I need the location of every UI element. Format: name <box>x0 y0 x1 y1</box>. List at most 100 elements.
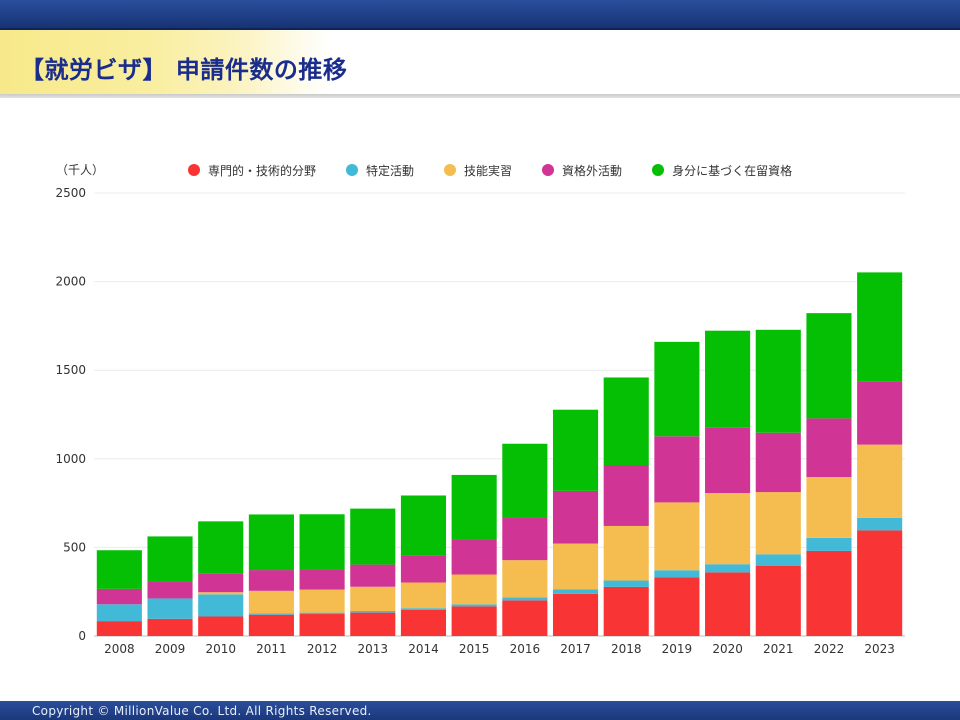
legend-swatch <box>444 164 457 176</box>
legend-item-shikakugai: 資格外活動 <box>542 162 622 179</box>
bar-segment <box>603 580 649 587</box>
bar-segment <box>705 427 751 493</box>
bar-segment <box>806 418 852 478</box>
y-tick-label: 2500 <box>55 186 86 200</box>
x-tick-label: 2021 <box>763 642 794 656</box>
bar-segment <box>552 593 599 636</box>
bar-segment <box>654 502 700 571</box>
bar-segment <box>705 572 751 636</box>
bar-segment <box>451 604 497 607</box>
x-tick-label: 2008 <box>104 642 135 656</box>
y-tick-label: 500 <box>63 540 86 554</box>
bar-segment <box>299 514 345 570</box>
bar-segment <box>705 330 751 428</box>
y-axis-unit-label: （千人） <box>56 163 105 177</box>
bar-segment <box>248 570 294 591</box>
x-tick-label: 2010 <box>205 642 236 656</box>
legend-label: 資格外活動 <box>562 163 623 178</box>
bar-segment <box>147 536 193 582</box>
title-brush-highlight <box>0 30 330 96</box>
stacked-bar-chart: 0 500 1000 1500 2000 2500 2008 2009 2010 2011 2012… <box>55 186 905 656</box>
bar-segment <box>198 592 244 595</box>
bar-segment <box>806 537 852 551</box>
x-tick-label: 2019 <box>662 642 693 656</box>
bar-segment <box>400 495 447 556</box>
bar-segment <box>96 604 142 622</box>
bar-segment <box>96 588 142 605</box>
bar-segment <box>857 530 903 636</box>
legend-label: 専門的・技術的分野 <box>208 163 317 178</box>
bar-segment <box>654 436 700 503</box>
bar-segment <box>705 492 751 565</box>
x-tick-label: 2020 <box>712 642 743 656</box>
legend-swatch <box>188 164 200 176</box>
bar-segment <box>806 313 852 419</box>
x-tick-label: 2018 <box>611 642 642 656</box>
bar-segment <box>755 566 801 636</box>
bar-segment <box>451 474 497 540</box>
bar-segment <box>755 554 801 567</box>
legend-item-ginou: 技能実習 <box>444 162 512 179</box>
bar-segment <box>451 574 497 605</box>
bar-segment <box>299 589 345 613</box>
bar-segment <box>400 609 447 636</box>
bar-segment <box>857 444 903 518</box>
bar-segment <box>350 612 396 636</box>
x-tick-label: 2012 <box>307 642 338 656</box>
bar-segment <box>654 577 700 636</box>
y-tick-label: 2000 <box>55 275 86 289</box>
bar-segment <box>350 508 396 565</box>
bar-segment <box>400 555 447 583</box>
bar-segment <box>552 490 599 544</box>
bar-segment <box>299 569 345 590</box>
x-tick-label: 2015 <box>459 642 490 656</box>
legend-item-tokutei: 特定活動 <box>346 162 414 179</box>
chart-legend: 専門的・技術的分野 特定活動 技能実習 資格外活動 身分に基づく在留資格 <box>188 161 822 179</box>
bar-segment <box>654 570 700 578</box>
bar-segment <box>806 477 852 538</box>
bar-segment <box>248 514 294 571</box>
bar-segment <box>198 616 244 636</box>
x-tick-label: 2011 <box>256 642 287 656</box>
top-header-band <box>0 0 960 30</box>
y-tick-label: 1000 <box>55 452 86 466</box>
bar-segment <box>299 614 345 636</box>
bar-segment <box>400 608 447 610</box>
bar-segment <box>552 409 599 491</box>
bar-segment <box>603 525 649 581</box>
bar-segment <box>857 381 903 445</box>
legend-swatch <box>542 164 555 176</box>
bar-segment <box>705 564 751 573</box>
bar-segment <box>147 581 193 599</box>
bar-segment <box>350 611 396 613</box>
y-tick-label: 0 <box>78 629 86 643</box>
bar-segment <box>755 329 801 433</box>
bar-segment <box>603 377 649 466</box>
page-title: 【就労ビザ】 申請件数の推移 <box>20 56 348 84</box>
x-tick-label: 2013 <box>358 642 389 656</box>
legend-swatch <box>652 164 665 176</box>
bar-segment <box>451 539 497 575</box>
x-tick-label: 2009 <box>155 642 186 656</box>
bar-segment <box>857 272 903 382</box>
x-tick-label: 2017 <box>560 642 591 656</box>
footer-band: Copyright © MillionValue Co. Ltd. All Ri… <box>0 701 960 720</box>
bar-segment <box>147 618 193 636</box>
bar-segment <box>603 586 649 636</box>
title-divider <box>0 94 960 98</box>
x-tick-label: 2014 <box>408 642 439 656</box>
legend-label: 身分に基づく在留資格 <box>672 163 793 178</box>
bar-segment <box>502 600 548 636</box>
bar-segment <box>451 606 497 636</box>
legend-item-senmon: 専門的・技術的分野 <box>188 162 316 179</box>
bar-segment <box>198 521 244 574</box>
legend-label: 特定活動 <box>366 163 415 178</box>
x-tick-label: 2023 <box>864 642 895 656</box>
bar-segment <box>806 550 852 636</box>
bar-segment <box>198 594 244 617</box>
bar-segment <box>502 597 548 601</box>
bar-segment <box>755 492 801 555</box>
y-tick-label: 1500 <box>55 363 86 377</box>
copyright-text: Copyright © MillionValue Co. Ltd. All Ri… <box>32 704 372 718</box>
bar-segment <box>299 612 345 615</box>
